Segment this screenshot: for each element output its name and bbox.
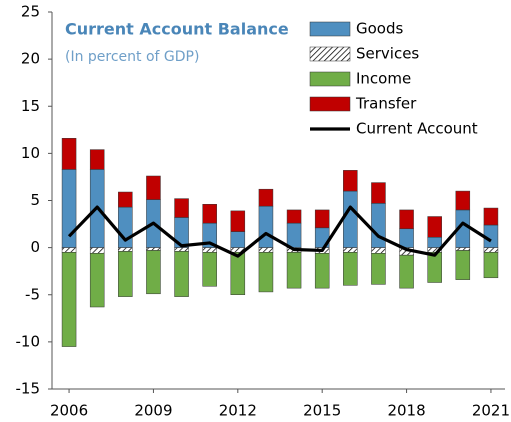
bar xyxy=(258,205,274,248)
bar xyxy=(146,175,161,200)
bar xyxy=(118,251,133,297)
y-tick-label: -5 xyxy=(25,285,40,303)
y-tick-label: -15 xyxy=(16,380,41,398)
y-tick-label: 0 xyxy=(30,238,40,256)
bar xyxy=(286,252,302,289)
x-tick-label: 2021 xyxy=(472,402,510,420)
bar xyxy=(146,247,161,251)
bar xyxy=(427,237,442,248)
x-tick-label: 2018 xyxy=(387,402,425,420)
y-tick-label: 20 xyxy=(21,50,40,68)
bar xyxy=(202,247,217,253)
bar xyxy=(371,247,386,254)
line xyxy=(67,205,492,258)
bar xyxy=(61,252,77,347)
bar xyxy=(174,251,189,297)
y-tick-label: -10 xyxy=(16,332,41,350)
legend-label: Current Account xyxy=(356,120,478,138)
bar xyxy=(174,198,189,218)
legend-label: Goods xyxy=(356,20,403,38)
bar xyxy=(371,253,386,285)
bar xyxy=(174,247,189,252)
bar xyxy=(427,252,442,283)
bar xyxy=(371,182,386,204)
legend-label: Income xyxy=(356,70,411,88)
bar xyxy=(427,216,442,238)
bar xyxy=(399,254,414,289)
bar xyxy=(399,209,414,230)
y-tick-label: 10 xyxy=(21,144,40,162)
bar xyxy=(314,209,330,229)
bar xyxy=(230,210,246,232)
bar xyxy=(61,247,77,253)
bar xyxy=(483,247,499,253)
bar xyxy=(314,253,330,289)
chart-subtitle: (In percent of GDP) xyxy=(65,49,199,65)
bar xyxy=(202,252,217,287)
bar xyxy=(455,250,471,280)
bar xyxy=(230,231,246,248)
chart-title: Current Account Balance xyxy=(65,20,289,39)
bar xyxy=(343,190,358,248)
bar xyxy=(89,149,105,170)
bar xyxy=(118,191,133,208)
bar xyxy=(146,250,161,295)
legend-swatch xyxy=(309,96,351,112)
bar xyxy=(483,207,499,226)
bar xyxy=(343,252,358,286)
bar xyxy=(258,252,274,293)
bar xyxy=(286,222,302,248)
bar xyxy=(343,247,358,253)
bar xyxy=(118,247,133,252)
y-tick-label: 15 xyxy=(21,97,40,115)
x-tick-label: 2015 xyxy=(303,402,341,420)
bar xyxy=(202,204,217,224)
bar xyxy=(483,252,499,279)
x-tick-label: 2009 xyxy=(134,402,172,420)
legend-label: Services xyxy=(356,45,419,63)
bar xyxy=(343,170,358,192)
bar xyxy=(258,247,274,253)
y-tick-label: 5 xyxy=(30,191,40,209)
legend-label: Transfer xyxy=(355,95,417,113)
bar xyxy=(230,252,246,295)
bar xyxy=(286,209,302,224)
bar xyxy=(371,203,386,248)
bar xyxy=(89,247,105,254)
bar xyxy=(399,228,414,248)
bar xyxy=(455,190,471,211)
legend-swatch xyxy=(309,46,351,62)
legend-swatch xyxy=(309,21,351,37)
legend-swatch xyxy=(309,71,351,87)
bar xyxy=(89,253,105,308)
bar xyxy=(61,138,77,170)
x-tick-label: 2006 xyxy=(50,402,88,420)
x-tick-label: 2012 xyxy=(219,402,257,420)
bar xyxy=(258,188,274,207)
bar xyxy=(455,247,471,251)
y-tick-label: 25 xyxy=(21,3,40,21)
